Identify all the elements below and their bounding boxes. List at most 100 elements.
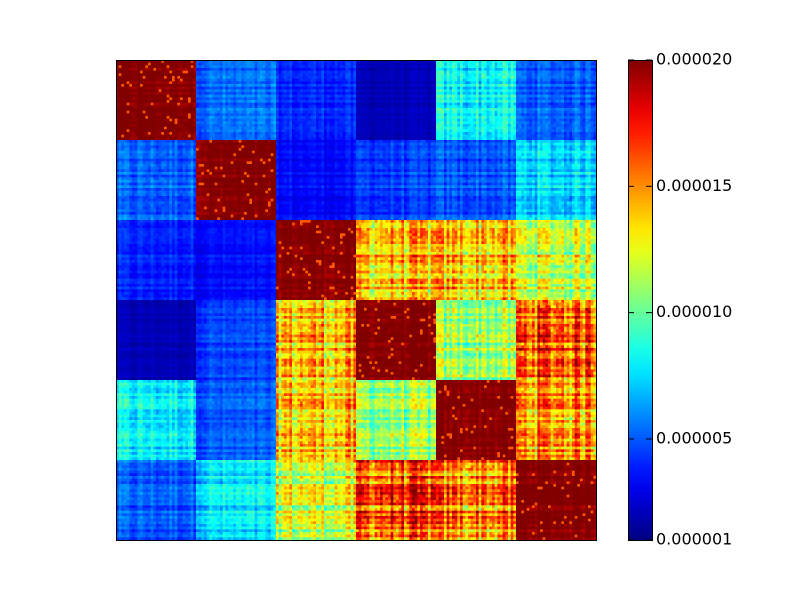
heatmap-cell (356, 76, 359, 79)
heatmap-cell (215, 121, 218, 124)
heatmap-cell (268, 132, 271, 135)
heatmap-cell (252, 97, 255, 100)
heatmap-cell (319, 76, 322, 79)
heatmap-cell (228, 84, 231, 87)
heatmap-cell (223, 68, 226, 71)
heatmap-cell (209, 89, 212, 92)
heatmap-cell (137, 116, 140, 119)
heatmap-cell (359, 121, 362, 124)
heatmap-cell (383, 79, 386, 82)
heatmap-cell (553, 129, 556, 132)
heatmap-cell (361, 127, 364, 130)
heatmap-cell (465, 116, 468, 119)
heatmap-cell (273, 119, 276, 122)
heatmap-cell (156, 121, 159, 124)
heatmap-cell (535, 92, 538, 95)
heatmap-cell (415, 73, 418, 76)
heatmap-cell (308, 111, 311, 114)
heatmap-cell (351, 105, 354, 108)
heatmap-cell (199, 71, 202, 74)
heatmap-cell (156, 105, 159, 108)
heatmap-cell (452, 68, 455, 71)
heatmap-cell (468, 76, 471, 79)
heatmap-cell (439, 81, 442, 84)
heatmap-cell (305, 73, 308, 76)
heatmap-cell (303, 71, 306, 74)
heatmap-cell (223, 105, 226, 108)
heatmap-cell (249, 129, 252, 132)
heatmap-cell (191, 124, 194, 127)
heatmap-cell (436, 121, 439, 124)
heatmap-cell (535, 63, 538, 66)
heatmap-cell (164, 116, 167, 119)
heatmap-cell (204, 116, 207, 119)
heatmap-cell (428, 89, 431, 92)
heatmap-cell (287, 81, 290, 84)
heatmap-cell (161, 113, 164, 116)
heatmap-cell (495, 108, 498, 111)
heatmap-cell (417, 132, 420, 135)
heatmap-cell (247, 113, 250, 116)
heatmap-cell (519, 111, 522, 114)
heatmap-cell (255, 92, 258, 95)
heatmap-cell (356, 84, 359, 87)
heatmap-cell (415, 129, 418, 132)
heatmap-cell (489, 79, 492, 82)
heatmap-cell (593, 89, 596, 92)
heatmap-cell (417, 87, 420, 90)
heatmap-cell (537, 84, 540, 87)
heatmap-cell (476, 132, 479, 135)
heatmap-cell (465, 87, 468, 90)
heatmap-cell (121, 73, 124, 76)
heatmap-cell (129, 100, 132, 103)
heatmap-cell (180, 79, 183, 82)
heatmap-cell (460, 89, 463, 92)
heatmap-cell (308, 113, 311, 116)
heatmap-cell (279, 108, 282, 111)
heatmap-cell (327, 95, 330, 98)
heatmap-cell (585, 87, 588, 90)
heatmap-cell (551, 105, 554, 108)
heatmap-cell (172, 116, 175, 119)
heatmap-cell (233, 127, 236, 130)
heatmap-cell (172, 73, 175, 76)
heatmap-cell (119, 84, 122, 87)
heatmap-cell (503, 116, 506, 119)
heatmap-cell (564, 71, 567, 74)
heatmap-cell (417, 65, 420, 68)
heatmap-cell (164, 92, 167, 95)
heatmap-cell (260, 87, 263, 90)
heatmap-cell (417, 84, 420, 87)
heatmap-cell (481, 95, 484, 98)
heatmap-cell (260, 71, 263, 74)
heatmap-cell (447, 76, 450, 79)
heatmap-cell (519, 127, 522, 130)
heatmap-cell (132, 108, 135, 111)
heatmap-cell (452, 92, 455, 95)
heatmap-cell (548, 92, 551, 95)
heatmap-cell (241, 108, 244, 111)
heatmap-cell (287, 63, 290, 66)
heatmap-cell (220, 79, 223, 82)
heatmap-cell (295, 124, 298, 127)
heatmap-cell (444, 89, 447, 92)
heatmap-cell (463, 84, 466, 87)
heatmap-cell (580, 81, 583, 84)
heatmap-cell (273, 95, 276, 98)
heatmap-cell (263, 113, 266, 116)
heatmap-cell (449, 97, 452, 100)
heatmap-cell (385, 92, 388, 95)
heatmap-cell (340, 124, 343, 127)
heatmap-cell (455, 132, 458, 135)
heatmap-cell (575, 76, 578, 79)
heatmap-cell (233, 63, 236, 66)
heatmap-cell (460, 132, 463, 135)
heatmap-cell (495, 127, 498, 130)
heatmap-cell (452, 100, 455, 103)
heatmap-cell (535, 100, 538, 103)
heatmap-cell (164, 97, 167, 100)
heatmap-cell (364, 113, 367, 116)
heatmap-cell (244, 113, 247, 116)
heatmap-cell (535, 81, 538, 84)
heatmap-cell (268, 63, 271, 66)
